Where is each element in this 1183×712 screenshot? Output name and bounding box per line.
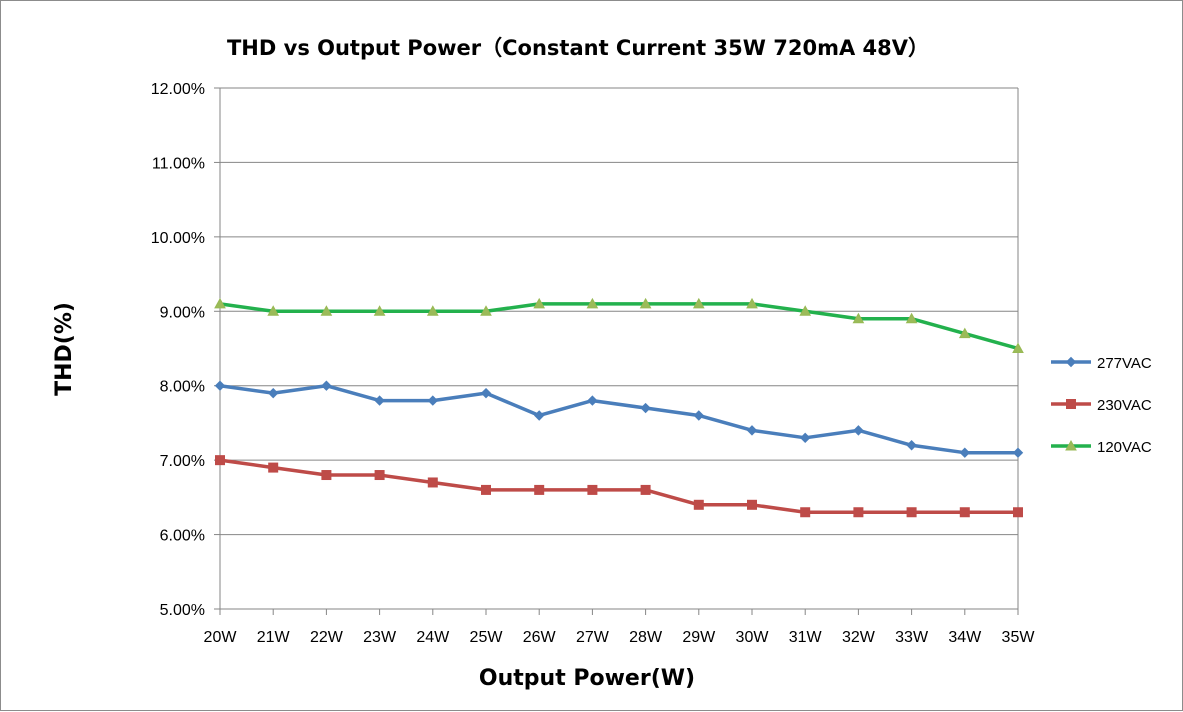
x-tick-label: 27W: [576, 629, 610, 646]
x-tick-label: 20W: [204, 629, 238, 646]
data-point: [906, 507, 917, 518]
x-tick-label: 22W: [310, 629, 344, 646]
data-point: [268, 462, 279, 473]
data-point: [746, 425, 758, 436]
data-point: [215, 455, 225, 466]
data-point: [959, 447, 971, 458]
series-120vac: [214, 297, 1024, 353]
data-point: [799, 305, 812, 316]
y-tick-label: 7.00%: [160, 453, 205, 470]
data-point: [534, 484, 545, 495]
legend-marker-120vac: [1065, 439, 1077, 451]
data-point: [481, 484, 491, 495]
data-point: [905, 312, 918, 324]
data-point: [959, 507, 970, 518]
data-point: [1012, 342, 1024, 353]
series-277vac: [214, 380, 1024, 458]
data-point: [321, 380, 332, 391]
data-point: [214, 380, 226, 391]
data-point: [267, 387, 279, 399]
data-point: [374, 395, 385, 406]
data-point: [373, 305, 386, 316]
y-tick-label: 8.00%: [160, 379, 205, 396]
series-line-277vac: [219, 383, 1018, 455]
legend-marker-230vac: [1066, 399, 1076, 409]
data-point: [639, 297, 652, 309]
data-point: [427, 395, 439, 406]
data-point: [746, 297, 758, 309]
series-line-230vac: [219, 458, 1018, 514]
y-tick-label: 5.00%: [160, 602, 205, 619]
x-tick-label: 33W: [895, 629, 929, 646]
y-tick-label: 6.00%: [160, 528, 205, 545]
data-point: [214, 297, 226, 309]
data-point: [693, 410, 705, 421]
data-point: [1012, 447, 1024, 458]
data-point: [480, 305, 492, 316]
data-point: [533, 410, 545, 421]
x-tick-label: 28W: [629, 629, 663, 646]
series-line-120vac: [219, 302, 1019, 351]
chart-title: THD vs Output Power（Constant Current 35W…: [227, 36, 929, 60]
data-point: [852, 312, 865, 324]
legend: 277VAC 230VAC 120VAC: [1051, 355, 1152, 456]
x-tick-label: 23W: [363, 629, 397, 646]
x-tick-label: 24W: [416, 629, 450, 646]
y-axis-title: THD(%): [52, 302, 77, 396]
data-point: [587, 395, 598, 406]
data-point: [853, 507, 864, 518]
data-point: [321, 470, 332, 481]
data-point: [640, 484, 651, 495]
data-point: [640, 402, 651, 414]
data-point: [853, 425, 864, 436]
x-tick-label: 31W: [789, 629, 823, 646]
x-axis-title: Output Power(W): [479, 666, 695, 691]
x-tick-label: 26W: [523, 629, 557, 646]
y-tick-labels: 5.00% 6.00% 7.00% 8.00% 9.00% 10.00% 11.00% 12.…: [151, 81, 205, 619]
data-point: [692, 297, 705, 309]
data-point: [800, 507, 811, 518]
data-point: [586, 297, 599, 309]
legend-label-277vac: 277VAC: [1097, 355, 1152, 372]
data-point: [267, 305, 280, 316]
y-tick-label: 11.00%: [152, 155, 205, 172]
y-tick-label: 12.00%: [151, 81, 205, 98]
data-point: [427, 477, 438, 488]
axes: [214, 87, 1019, 615]
y-tick-label: 9.00%: [160, 304, 205, 321]
data-point: [426, 305, 439, 316]
series-group: [214, 297, 1024, 518]
y-tick-label: 10.00%: [151, 230, 205, 247]
x-tick-label: 35W: [1002, 629, 1036, 646]
data-point: [906, 440, 917, 451]
x-tick-label: 34W: [948, 629, 982, 646]
data-point: [799, 432, 811, 444]
x-tick-label: 29W: [682, 629, 716, 646]
data-point: [747, 499, 757, 510]
data-point: [587, 484, 598, 495]
data-point: [958, 327, 971, 339]
x-tick-label: 21W: [257, 629, 291, 646]
x-tick-label: 32W: [842, 629, 876, 646]
data-point: [533, 297, 546, 309]
x-tick-label: 25W: [470, 629, 504, 646]
data-point: [480, 387, 492, 399]
legend-label-120vac: 120VAC: [1097, 439, 1152, 456]
data-point: [374, 470, 385, 481]
data-point: [320, 305, 333, 316]
data-point: [1013, 507, 1023, 518]
x-tick-label: 30W: [736, 629, 770, 646]
x-tick-labels: 20W 21W 22W 23W 24W 25W 26W 27W 28W 29W 30W 31W 32W 3…: [204, 629, 1036, 646]
legend-marker-277vac: [1065, 356, 1077, 368]
legend-label-230vac: 230VAC: [1097, 397, 1152, 414]
data-point: [693, 499, 704, 510]
series-230vac: [215, 455, 1023, 518]
